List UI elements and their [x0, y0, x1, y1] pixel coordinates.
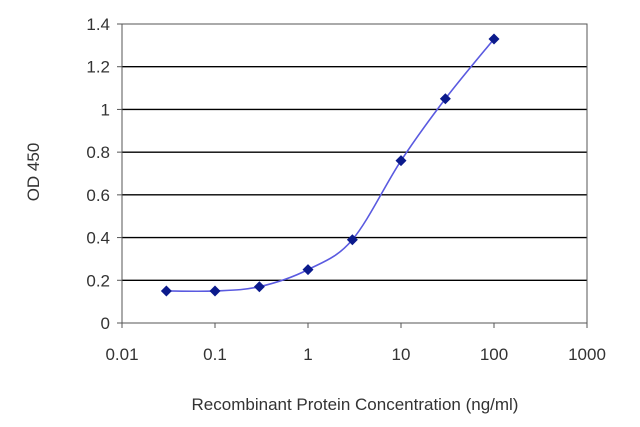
- data-point-marker: [346, 234, 358, 246]
- y-axis-ticks: 0 0.2 0.4 0.6 0.8 1 1.2 1.4: [86, 15, 122, 333]
- data-point-marker: [488, 33, 500, 45]
- x-tick-label: 1: [303, 345, 312, 364]
- data-point-marker: [395, 155, 407, 167]
- data-point-marker: [160, 285, 172, 297]
- x-tick-label: 100: [480, 345, 508, 364]
- x-axis-ticks: 0.01 0.1 1 10 100 1000: [105, 323, 606, 364]
- y-tick-label: 1.2: [86, 58, 110, 77]
- series-markers: [160, 33, 500, 297]
- y-tick-label: 0.6: [86, 186, 110, 205]
- series-line: [166, 38, 495, 293]
- data-point-marker: [253, 281, 265, 293]
- x-tick-label: 1000: [568, 345, 606, 364]
- x-axis-title: Recombinant Protein Concentration (ng/ml…: [192, 395, 519, 414]
- y-tick-label: 0.4: [86, 229, 110, 248]
- x-tick-label: 0.1: [203, 345, 227, 364]
- data-point-marker: [302, 264, 314, 276]
- y-tick-label: 0.2: [86, 271, 110, 290]
- y-axis-title: OD 450: [24, 143, 43, 202]
- data-point-marker: [439, 93, 451, 105]
- plot-area: [121, 23, 588, 324]
- y-tick-label: 0: [101, 314, 110, 333]
- gridlines: [122, 66, 587, 281]
- data-point-marker: [209, 285, 221, 297]
- x-tick-label: 10: [392, 345, 411, 364]
- y-tick-label: 1.4: [86, 15, 110, 34]
- y-tick-label: 0.8: [86, 143, 110, 162]
- y-tick-label: 1: [101, 100, 110, 119]
- x-tick-label: 0.01: [105, 345, 138, 364]
